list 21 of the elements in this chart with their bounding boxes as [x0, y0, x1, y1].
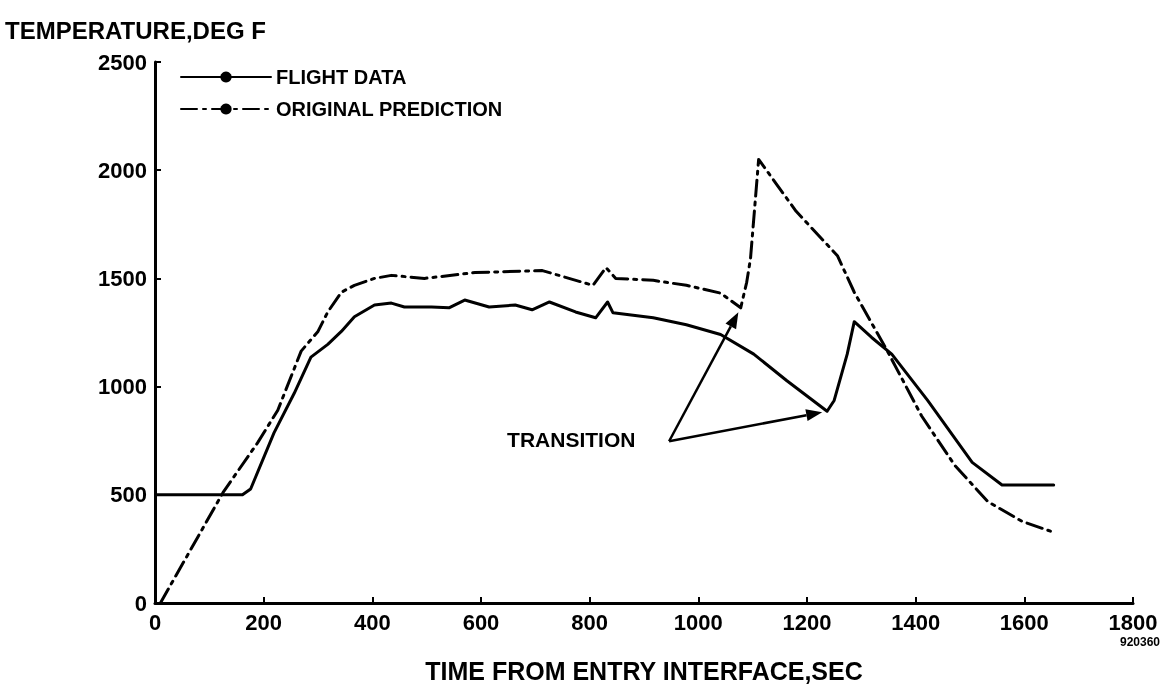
x-tick-label: 200: [245, 609, 283, 635]
legend-label: ORIGINAL PREDICTION: [276, 98, 503, 120]
y-axis-title: TEMPERATURE,DEG F: [5, 16, 266, 44]
legend-label: FLIGHT DATA: [276, 66, 407, 88]
x-tick-label: 1400: [891, 609, 941, 635]
y-tick-label: 2000: [98, 157, 147, 183]
x-tick-label: 400: [353, 609, 391, 635]
y-tick-label: 1500: [98, 265, 147, 291]
x-tick-label: 600: [462, 609, 500, 635]
x-tick-label: 1800: [1108, 609, 1158, 635]
y-tick-label: 1000: [98, 374, 147, 400]
x-tick-label: 1200: [782, 609, 832, 635]
y-tick-label: 2500: [98, 49, 147, 75]
x-tick-label: 800: [571, 609, 609, 635]
x-tick-label: 1000: [673, 609, 723, 635]
x-tick-label: 1600: [999, 609, 1049, 635]
y-tick-label: 0: [134, 590, 147, 616]
x-axis-title: TIME FROM ENTRY INTERFACE,SEC: [425, 656, 863, 685]
text: 920360: [1119, 635, 1161, 649]
annotation: TRANSITION: [507, 428, 636, 452]
y-tick-label: 500: [110, 482, 147, 508]
